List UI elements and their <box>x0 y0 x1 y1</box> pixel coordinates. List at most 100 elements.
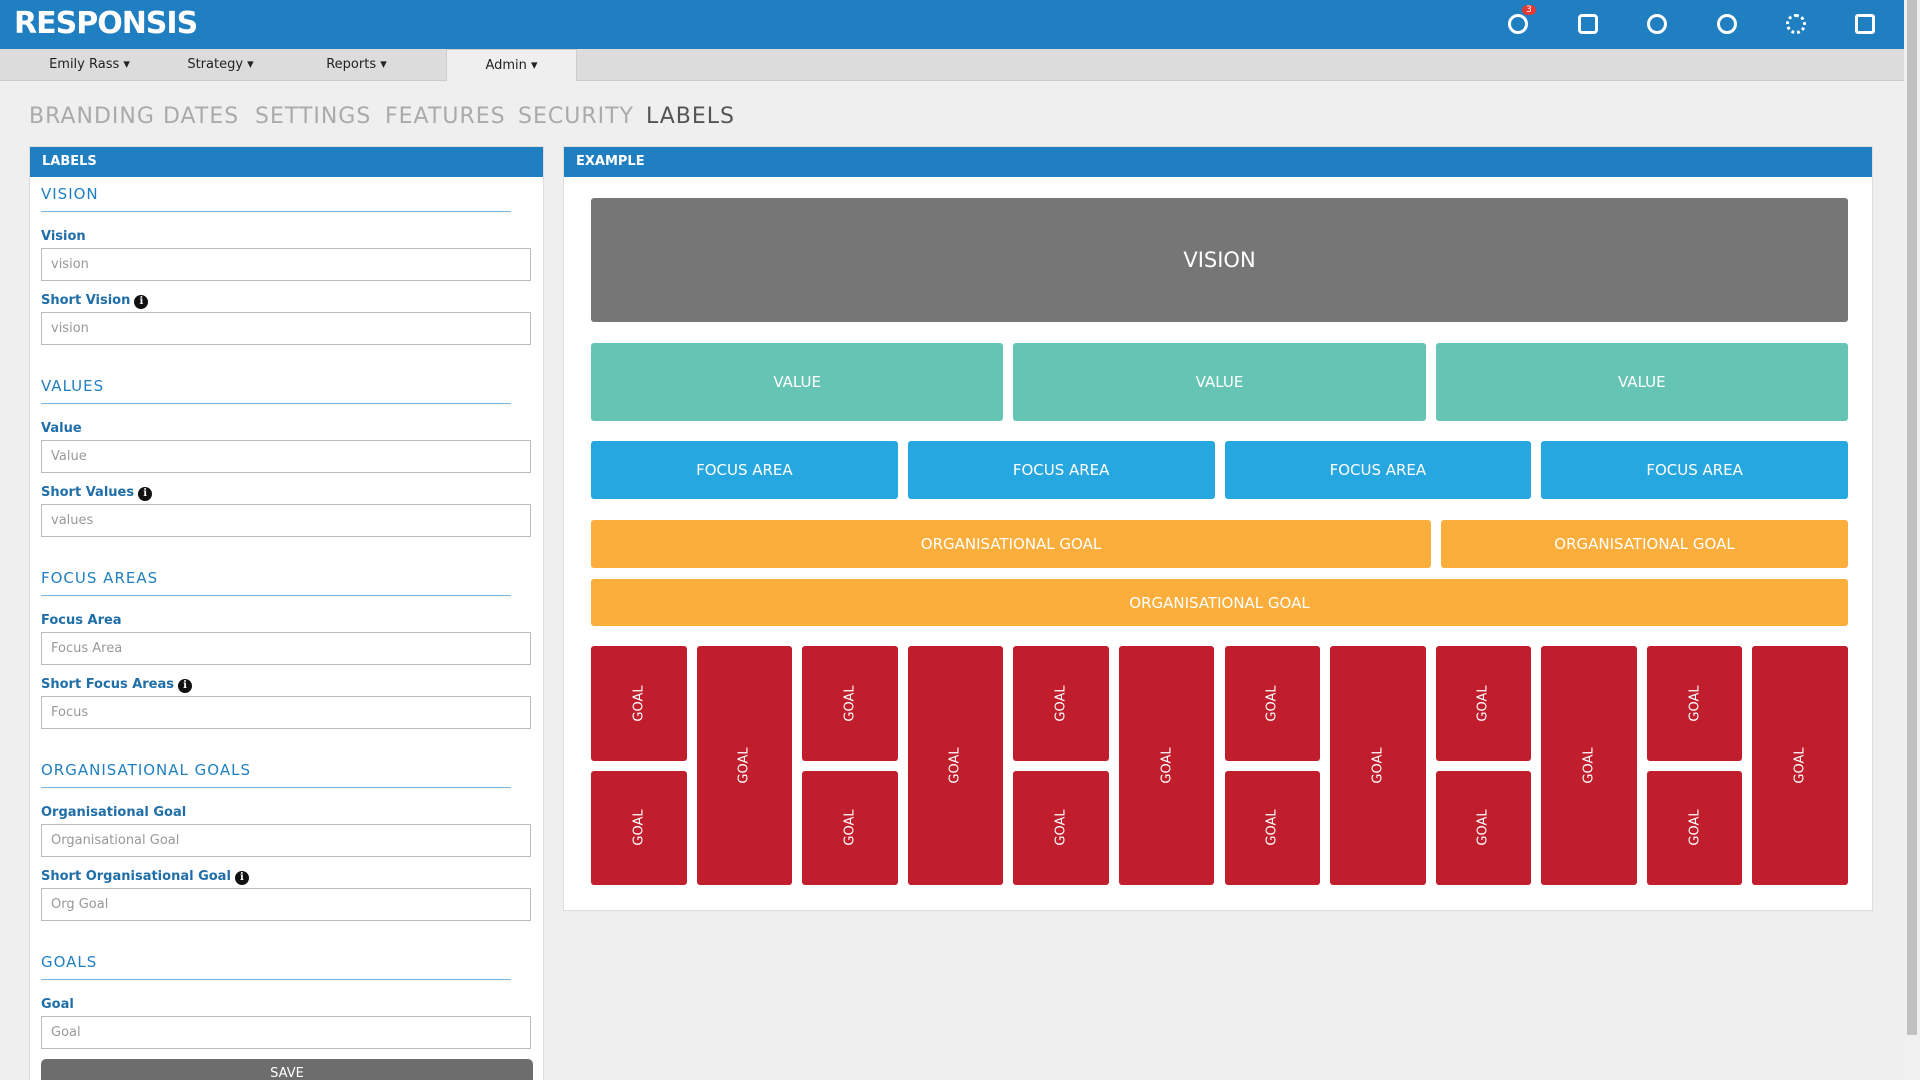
goal-box: GOAL <box>1541 646 1637 885</box>
org-goal-box: ORGANISATIONAL GOAL <box>1441 520 1848 568</box>
goal-label: GOAL <box>1687 809 1703 846</box>
logout-icon[interactable] <box>1855 14 1875 34</box>
label-text: Short Values <box>41 485 135 500</box>
section-rule <box>41 979 511 980</box>
panel-header: LABELS <box>30 147 543 177</box>
goal-label: GOAL <box>842 809 858 846</box>
goal-label: GOAL <box>1581 747 1597 784</box>
goal-label: GOAL <box>1264 685 1280 722</box>
nav-label[interactable]: Emily Rass <box>49 57 120 72</box>
notes-icon[interactable] <box>1578 14 1598 34</box>
scroll-thumb[interactable] <box>1907 0 1917 1035</box>
text-input[interactable]: Value <box>41 440 531 473</box>
section-heading: VISION <box>41 185 99 203</box>
field-label: Short Values i <box>41 485 153 501</box>
goal-box: GOAL <box>591 770 687 885</box>
org-goal-box: ORGANISATIONAL GOAL <box>591 579 1848 626</box>
field-label: Vision <box>41 229 86 244</box>
text-input[interactable]: vision <box>41 248 531 281</box>
nav-bar <box>0 49 1904 81</box>
labels-panel: LABELS VISION Vision vision Short Vision i vis… <box>29 146 544 1080</box>
tab[interactable]: SECURITY <box>518 104 634 129</box>
focus-box: FOCUS AREA <box>907 441 1215 499</box>
label-text: Organisational Goal <box>41 805 187 820</box>
section-heading: ORGANISATIONAL GOALS <box>41 761 251 779</box>
goal-box: GOAL <box>1435 646 1532 761</box>
tab[interactable]: DATES <box>163 104 240 129</box>
example-panel: EXAMPLE VISION VALUE VALUE VALUE FOCUS AREA FO… <box>563 146 1873 911</box>
text-input[interactable]: Org Goal <box>41 888 531 921</box>
field-label: Short Organisational Goal i <box>41 869 249 885</box>
nav-item[interactable]: Emily Rass ▾ <box>49 57 130 72</box>
section-rule <box>41 595 511 596</box>
value-box: VALUE <box>1013 343 1426 421</box>
goal-box: GOAL <box>802 646 898 761</box>
header <box>0 0 1904 49</box>
field-label: Short Focus Areas i <box>41 677 193 693</box>
goal-box: GOAL <box>1435 770 1532 885</box>
nav-item[interactable]: Reports ▾ <box>326 57 387 72</box>
goal-label: GOAL <box>1792 747 1808 784</box>
tab[interactable]: SETTINGS <box>255 104 372 129</box>
label-text: Short Organisational Goal <box>41 869 231 884</box>
info-icon[interactable]: i <box>138 487 153 501</box>
tab[interactable]: LABELS <box>646 104 736 129</box>
vision-box: VISION <box>591 198 1848 322</box>
goal-label: GOAL <box>736 747 752 784</box>
text-input[interactable]: Organisational Goal <box>41 824 531 857</box>
field-label: Focus Area <box>41 613 122 628</box>
focus-box: FOCUS AREA <box>1541 441 1848 499</box>
nav-label[interactable]: Strategy <box>187 57 244 72</box>
save-button[interactable]: SAVE <box>41 1059 533 1080</box>
section-heading: FOCUS AREAS <box>41 569 159 587</box>
info-icon[interactable]: i <box>234 871 249 885</box>
goal-box: GOAL <box>1646 770 1743 885</box>
goal-box: GOAL <box>1224 770 1321 885</box>
compass-icon[interactable] <box>1717 14 1737 34</box>
nav-item[interactable]: Admin ▾ <box>446 49 577 81</box>
goal-label: GOAL <box>948 747 964 784</box>
section-heading: GOALS <box>41 953 98 971</box>
nav-item[interactable]: Strategy ▾ <box>187 57 254 72</box>
settings-icon[interactable] <box>1786 14 1806 34</box>
info-icon[interactable]: i <box>134 295 149 309</box>
goal-label: GOAL <box>631 685 647 722</box>
section-heading: VALUES <box>41 377 105 395</box>
goal-box: GOAL <box>1752 646 1848 885</box>
goal-label: GOAL <box>1370 747 1386 784</box>
tab[interactable]: BRANDING <box>29 104 155 129</box>
goal-label: GOAL <box>1687 685 1703 722</box>
section-rule <box>41 403 511 404</box>
text-input[interactable]: Focus <box>41 696 531 729</box>
section-rule <box>41 211 511 212</box>
nav-label[interactable]: Admin <box>485 58 527 73</box>
value-box: VALUE <box>591 343 1004 421</box>
text-input[interactable]: Focus Area <box>41 632 531 665</box>
info-icon[interactable]: i <box>178 679 193 693</box>
tab[interactable]: FEATURES <box>385 104 506 129</box>
goal-box: GOAL <box>1013 646 1109 761</box>
nav-label[interactable]: Reports <box>326 57 377 72</box>
goal-label: GOAL <box>1264 809 1280 846</box>
field-label: Short Vision i <box>41 293 149 309</box>
goal-label: GOAL <box>842 685 858 722</box>
text-input[interactable]: vision <box>41 312 531 345</box>
text-input[interactable]: values <box>41 504 531 537</box>
badge: 3 <box>1522 5 1536 15</box>
goal-box: GOAL <box>802 770 898 885</box>
org-goal-box: ORGANISATIONAL GOAL <box>591 520 1431 568</box>
label-text: Short Focus Areas <box>41 677 175 692</box>
brand[interactable]: RESPONSIS <box>14 6 198 41</box>
text-input[interactable]: Goal <box>41 1016 531 1049</box>
focus-box: FOCUS AREA <box>1224 441 1532 499</box>
globe-icon[interactable] <box>1508 14 1528 34</box>
label-text: Short Vision <box>41 293 131 308</box>
goal-box: GOAL <box>1013 770 1109 885</box>
help-icon[interactable] <box>1647 14 1667 34</box>
label-text: Value <box>41 421 82 436</box>
goal-label: GOAL <box>1475 809 1491 846</box>
field-label: Organisational Goal <box>41 805 186 820</box>
goal-box: GOAL <box>1118 646 1215 885</box>
goal-box: GOAL <box>1646 646 1743 761</box>
